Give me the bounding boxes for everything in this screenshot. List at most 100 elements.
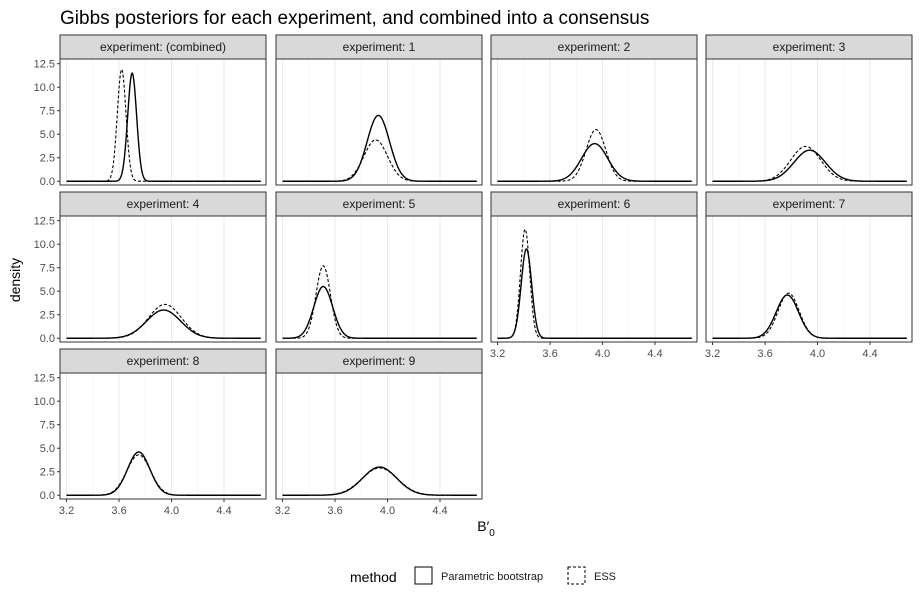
x-tick-label: 3.6 <box>111 505 126 517</box>
y-tick-label: 2.5 <box>40 310 55 322</box>
density-line-ess <box>66 68 261 182</box>
x-tick-label: 4.4 <box>647 348 662 360</box>
y-tick-label: 5.0 <box>40 129 55 141</box>
panel-background <box>276 59 482 185</box>
y-tick-label: 7.5 <box>40 106 55 118</box>
density-line-ess <box>66 303 261 339</box>
x-axis-title-main: B′ <box>477 518 489 534</box>
facet-strip-label: experiment: 2 <box>558 40 631 54</box>
panel-border <box>705 58 913 186</box>
panel-border <box>490 58 698 186</box>
panel-border <box>275 372 483 500</box>
facet-strip-label: experiment: 4 <box>127 197 200 211</box>
x-tick-label: 4.0 <box>380 505 395 517</box>
y-tick-label: 5.0 <box>40 443 55 455</box>
facet-strip <box>275 348 483 374</box>
y-tick-label: 7.5 <box>40 263 55 275</box>
legend-label-ess: ESS <box>594 571 616 583</box>
panel-border <box>275 58 483 186</box>
x-axis-title: B′0 <box>477 518 495 539</box>
y-tick-label: 5.0 <box>40 286 55 298</box>
density-line-ess <box>712 292 907 339</box>
legend-key-ess <box>567 566 586 585</box>
facet-strip <box>59 191 267 217</box>
y-tick-label: 7.5 <box>40 420 55 432</box>
facet-panel: experiment: 6 3.2 3.6 4.0 4.4 <box>490 191 698 360</box>
y-tick-label: 12.5 <box>34 373 55 385</box>
facet-strip-label: experiment: 8 <box>127 354 200 368</box>
facet-panel: experiment: 4 0.0 2.5 5.0 7.5 10.0 12.5 <box>34 191 267 345</box>
panel-border <box>59 372 267 500</box>
facet-strip <box>59 348 267 374</box>
facet-panel: experiment: 3 <box>705 34 913 186</box>
panel-border <box>59 215 267 343</box>
facet-strip-label: experiment: 1 <box>343 40 416 54</box>
y-tick-label: 2.5 <box>40 153 55 165</box>
facet-panel: experiment: 5 <box>275 191 483 343</box>
panel-background <box>706 216 912 342</box>
x-tick-label: 4.4 <box>432 505 447 517</box>
facet-strip-label: experiment: 5 <box>343 197 416 211</box>
facet-strip-label: experiment: 7 <box>773 197 846 211</box>
panel-border <box>59 58 267 186</box>
y-axis-title: density <box>7 258 23 302</box>
x-tick-label: 3.2 <box>490 348 505 360</box>
density-line-ess <box>497 128 692 182</box>
density-line-parametric-bootstrap <box>497 248 692 339</box>
panel-background <box>276 216 482 342</box>
facet-strip <box>705 191 913 217</box>
y-tick-label: 0.0 <box>40 333 55 345</box>
facet-panel: experiment: 7 3.2 3.6 4.0 4.4 <box>705 191 913 360</box>
facet-strip <box>59 34 267 60</box>
panel-background <box>491 59 697 185</box>
x-tick-label: 3.2 <box>275 505 290 517</box>
panel-border <box>275 215 483 343</box>
y-tick-label: 0.0 <box>40 490 55 502</box>
facet-strip-label: experiment: 3 <box>773 40 846 54</box>
y-tick-label: 0.0 <box>40 176 55 188</box>
x-tick-label: 4.0 <box>595 348 610 360</box>
legend-key-parametric-bootstrap <box>414 566 433 585</box>
density-line-ess <box>282 139 477 182</box>
panel-border <box>490 215 698 343</box>
panel-background <box>706 59 912 185</box>
x-tick-label: 3.6 <box>542 348 557 360</box>
y-tick-label: 2.5 <box>40 467 55 479</box>
x-tick-label: 3.6 <box>327 505 342 517</box>
density-line-ess <box>66 454 261 496</box>
x-tick-label: 4.4 <box>862 348 877 360</box>
y-tick-label: 12.5 <box>34 216 55 228</box>
x-tick-label: 4.0 <box>810 348 825 360</box>
legend-title: method <box>350 569 397 585</box>
density-line-ess <box>282 265 477 339</box>
panel-border <box>705 215 913 343</box>
x-tick-label: 4.0 <box>164 505 179 517</box>
facet-panel: experiment: 8 0.0 2.5 5.0 7.5 10.0 12.5 3.2 3.6 4… <box>34 348 267 517</box>
x-tick-label: 3.2 <box>59 505 74 517</box>
panel-background <box>60 216 266 342</box>
facet-strip-label: experiment: 9 <box>343 354 416 368</box>
panel-background <box>60 59 266 185</box>
legend: method Parametric bootstrap ESS <box>350 566 616 585</box>
density-line-ess <box>712 145 907 182</box>
y-tick-label: 10.0 <box>34 396 55 408</box>
x-tick-label: 4.4 <box>216 505 231 517</box>
facet-panels: experiment: (combined) 0.0 2.5 5.0 7.5 10.0 12… <box>34 34 913 517</box>
y-tick-label: 12.5 <box>34 59 55 71</box>
facet-panel: experiment: (combined) 0.0 2.5 5.0 7.5 10.0 12… <box>34 34 267 188</box>
y-tick-label: 10.0 <box>34 239 55 251</box>
panel-background <box>491 216 697 342</box>
x-axis-title-subscript: 0 <box>489 528 495 539</box>
density-line-ess <box>282 467 477 496</box>
facet-strip-label: experiment: (combined) <box>100 40 226 54</box>
legend-label-parametric-bootstrap: Parametric bootstrap <box>441 571 543 583</box>
y-tick-label: 10.0 <box>34 82 55 94</box>
panel-background <box>60 373 266 499</box>
x-tick-label: 3.2 <box>705 348 720 360</box>
facet-strip <box>275 191 483 217</box>
facet-panel: experiment: 9 3.2 3.6 4.0 4.4 <box>275 348 483 517</box>
facet-panel: experiment: 1 <box>275 34 483 186</box>
facet-strip-label: experiment: 6 <box>558 197 631 211</box>
chart-title: Gibbs posteriors for each experiment, an… <box>60 8 649 29</box>
